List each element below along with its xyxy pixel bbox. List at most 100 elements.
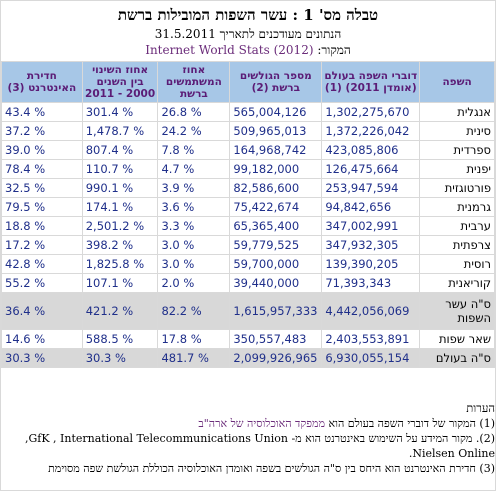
col-speakers: דוברי השפה בעולם (אומדן 2011) (1) — [321, 61, 421, 103]
cell-share: 3.9 % — [157, 178, 231, 198]
cell-lang: סינית — [419, 121, 495, 141]
cell-penetration: 42.8 % — [1, 254, 83, 274]
cell-speakers: 94,842,656 — [321, 197, 421, 217]
cell-users: 350,557,483 — [229, 329, 323, 349]
cell-users: 82,586,600 — [229, 178, 323, 198]
update-date: הנתונים מעודכנים לתאריך 31.5.2011 — [154, 27, 342, 41]
cell-lang: ערבית — [419, 216, 495, 236]
cell-lang: צרפתית — [419, 235, 495, 255]
cell-penetration: 37.2 % — [1, 121, 83, 141]
cell-speakers: 1,302,275,670 — [321, 102, 421, 122]
notes-title: הערות — [466, 401, 495, 415]
cell-speakers: 253,947,594 — [321, 178, 421, 198]
table-row: צרפתית 347,932,305 59,779,525 3.0 % 398.… — [1, 235, 495, 255]
languages-table: השפה דוברי השפה בעולם (אומדן 2011) (1) מ… — [1, 61, 495, 368]
cell-lang: גרמנית — [419, 197, 495, 217]
cell-speakers: 423,085,806 — [321, 140, 421, 160]
cell-users: 99,182,000 — [229, 159, 323, 179]
cell-growth: 398.2 % — [81, 235, 159, 255]
note-1-link[interactable]: ממפקד האוכלוסיה של ארה"ב — [198, 417, 326, 430]
cell-users: 75,422,674 — [229, 197, 323, 217]
cell-lang: ס"ה עשר השפות — [419, 292, 495, 330]
table-row: ספרדית 423,085,806 164,968,742 7.8 % 807… — [1, 140, 495, 160]
cell-lang: ספרדית — [419, 140, 495, 160]
cell-growth: 1,478.7 % — [81, 121, 159, 141]
cell-penetration: 79.5 % — [1, 197, 83, 217]
cell-speakers: 2,403,553,891 — [321, 329, 421, 349]
cell-growth: 30.3 % — [81, 348, 159, 368]
col-share: אחוז המשתמשים ברשת — [157, 61, 231, 103]
cell-penetration: 39.0 % — [1, 140, 83, 160]
cell-share: 82.2 % — [157, 292, 231, 330]
cell-growth: 301.4 % — [81, 102, 159, 122]
page-title: טבלה מס' 1 : עשר השפות המובילות ברשת — [117, 6, 379, 24]
source-label: המקור: — [317, 43, 351, 57]
cell-growth: 588.5 % — [81, 329, 159, 349]
cell-share: 3.3 % — [157, 216, 231, 236]
table-row: פורטוגזית 253,947,594 82,586,600 3.9 % 9… — [1, 178, 495, 198]
cell-users: 59,700,000 — [229, 254, 323, 274]
cell-lang: יפנית — [419, 159, 495, 179]
cell-growth: 110.7 % — [81, 159, 159, 179]
cell-penetration: 30.3 % — [1, 348, 83, 368]
cell-share: 2.0 % — [157, 273, 231, 293]
cell-growth: 2,501.2 % — [81, 216, 159, 236]
cell-growth: 421.2 % — [81, 292, 159, 330]
cell-growth: 807.4 % — [81, 140, 159, 160]
cell-speakers: 1,372,226,042 — [321, 121, 421, 141]
cell-speakers: 126,475,664 — [321, 159, 421, 179]
cell-penetration: 18.8 % — [1, 216, 83, 236]
cell-growth: 107.1 % — [81, 273, 159, 293]
cell-share: 4.7 % — [157, 159, 231, 179]
cell-speakers: 347,932,305 — [321, 235, 421, 255]
cell-share: 24.2 % — [157, 121, 231, 141]
cell-users: 509,965,013 — [229, 121, 323, 141]
cell-users: 59,779,525 — [229, 235, 323, 255]
cell-users: 1,615,957,333 — [229, 292, 323, 330]
cell-penetration: 43.4 % — [1, 102, 83, 122]
table-row: קוריאנית 71,393,343 39,440,000 2.0 % 107… — [1, 273, 495, 293]
cell-lang: פורטוגזית — [419, 178, 495, 198]
cell-share: 3.6 % — [157, 197, 231, 217]
table-row: רוסית 139,390,205 59,700,000 3.0 % 1,825… — [1, 254, 495, 274]
cell-lang: אנגלית — [419, 102, 495, 122]
cell-speakers: 4,442,056,069 — [321, 292, 421, 330]
source-line: המקור: Internet World Stats (2012) — [1, 43, 495, 57]
cell-penetration: 14.6 % — [1, 329, 83, 349]
note-1: (1) המקור של דוברי השפה בעולם הוא ממפקד … — [1, 416, 495, 431]
col-growth: אחוז השינוי בין השנים 2000 - 2011 — [81, 61, 159, 103]
cell-share: 481.7 % — [157, 348, 231, 368]
cell-users: 2,099,926,965 — [229, 348, 323, 368]
source-link[interactable]: Internet World Stats (2012) — [145, 43, 314, 57]
col-penetration: חדירת האינטרנט (3) — [1, 61, 83, 103]
cell-growth: 174.1 % — [81, 197, 159, 217]
cell-share: 17.8 % — [157, 329, 231, 349]
col-users: מספר הגולשים ברשת (2) — [229, 61, 323, 103]
column-headers: השפה דוברי השפה בעולם (אומדן 2011) (1) מ… — [1, 61, 495, 103]
notes-section: הערות (1) המקור של דוברי השפה בעולם הוא … — [1, 401, 495, 476]
cell-share: 3.0 % — [157, 235, 231, 255]
cell-speakers: 71,393,343 — [321, 273, 421, 293]
cell-lang: רוסית — [419, 254, 495, 274]
cell-share: 26.8 % — [157, 102, 231, 122]
table-row: יפנית 126,475,664 99,182,000 4.7 % 110.7… — [1, 159, 495, 179]
cell-penetration: 32.5 % — [1, 178, 83, 198]
cell-speakers: 139,390,205 — [321, 254, 421, 274]
cell-lang: קוריאנית — [419, 273, 495, 293]
cell-speakers: 6,930,055,154 — [321, 348, 421, 368]
note-3: (3) חדירת האינטרנט הוא היחס בין ס"ה הגול… — [48, 462, 495, 475]
cell-penetration: 55.2 % — [1, 273, 83, 293]
summary-row-world: ס"ה בעולם 6,930,055,154 2,099,926,965 48… — [1, 348, 495, 368]
cell-growth: 990.1 % — [81, 178, 159, 198]
cell-penetration: 36.4 % — [1, 292, 83, 330]
note-2: (2). מקור המידע על השימוש באינטרנט הוא מ… — [24, 432, 495, 445]
table-row: ערבית 347,002,991 65,365,400 3.3 % 2,501… — [1, 216, 495, 236]
cell-users: 39,440,000 — [229, 273, 323, 293]
cell-penetration: 78.4 % — [1, 159, 83, 179]
cell-speakers: 347,002,991 — [321, 216, 421, 236]
cell-penetration: 17.2 % — [1, 235, 83, 255]
cell-share: 7.8 % — [157, 140, 231, 160]
cell-users: 65,365,400 — [229, 216, 323, 236]
